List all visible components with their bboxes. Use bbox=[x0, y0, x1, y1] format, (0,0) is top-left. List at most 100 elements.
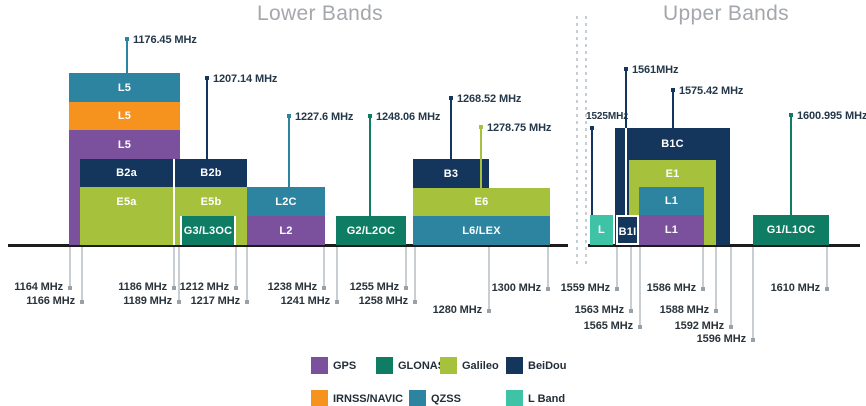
band-break-divider-line-2 bbox=[585, 16, 587, 264]
edge-freq-label: 1164 MHz bbox=[14, 281, 63, 293]
lower-bands-title: Lower Bands bbox=[257, 2, 383, 25]
freq-marker-label: 1561MHz bbox=[632, 64, 679, 76]
edge-tick-line bbox=[246, 247, 248, 301]
edge-tick-line bbox=[630, 247, 632, 310]
band-l1-qzss: L1 bbox=[639, 187, 704, 215]
band-label: E5a bbox=[116, 195, 137, 208]
edge-tick-dot bbox=[615, 286, 619, 291]
edge-freq-label: 1217 MHz bbox=[190, 295, 240, 307]
legend-swatch-gps bbox=[311, 357, 328, 374]
legend-swatch-lband bbox=[506, 390, 523, 406]
freq-marker-line bbox=[790, 114, 792, 215]
edge-tick-line bbox=[488, 247, 490, 310]
freq-marker-dot bbox=[478, 124, 483, 129]
freq-marker-line bbox=[288, 115, 290, 187]
freq-marker-line bbox=[206, 77, 208, 159]
edge-tick-line bbox=[336, 247, 338, 301]
band-l-band: L bbox=[590, 215, 613, 245]
upper-frequency-axis bbox=[588, 244, 860, 247]
edge-freq-label: 1596 MHz bbox=[696, 333, 746, 345]
freq-marker-dot bbox=[788, 112, 793, 117]
band-l6-lex: L6/LEX bbox=[413, 216, 550, 245]
band-label: E5b bbox=[200, 195, 222, 208]
freq-marker-label: 1268.52 MHz bbox=[457, 93, 522, 105]
band-l2c: L2C bbox=[247, 187, 325, 216]
edge-tick-line bbox=[639, 247, 641, 326]
edge-freq-label: 1563 MHz bbox=[574, 304, 624, 316]
band-label: E1 bbox=[665, 167, 680, 180]
edge-tick-line bbox=[69, 247, 71, 287]
edge-tick-line bbox=[81, 247, 83, 301]
freq-marker-dot bbox=[589, 125, 594, 130]
edge-tick-dot bbox=[701, 286, 705, 291]
upper-bands-title: Upper Bands bbox=[663, 2, 789, 25]
edge-tick-line bbox=[414, 247, 416, 301]
band-label: G1/L1OC bbox=[766, 224, 816, 236]
edge-tick-dot bbox=[638, 324, 642, 329]
band-label: B2b bbox=[200, 167, 222, 179]
legend-label-galileo: Galileo bbox=[462, 360, 499, 372]
band-g1-l1oc: G1/L1OC bbox=[753, 215, 829, 245]
band-b2b: B2b bbox=[173, 159, 247, 187]
freq-marker-dot bbox=[286, 113, 291, 118]
edge-tick-line bbox=[702, 247, 704, 288]
freq-marker-dot bbox=[204, 75, 209, 80]
edge-freq-label: 1592 MHz bbox=[674, 320, 724, 332]
freq-marker-label: 1227.6 MHz bbox=[295, 111, 354, 123]
edge-tick-dot bbox=[546, 286, 550, 291]
band-label: L2C bbox=[275, 195, 297, 208]
edge-freq-label: 1238 MHz bbox=[267, 281, 317, 293]
legend-label-qzss: QZSS bbox=[431, 393, 461, 405]
edge-tick-dot bbox=[80, 299, 84, 304]
band-label: L1 bbox=[664, 224, 679, 236]
edge-tick-line bbox=[235, 247, 237, 287]
edge-freq-label: 1189 MHz bbox=[123, 295, 172, 307]
edge-freq-label: 1586 MHz bbox=[646, 282, 696, 294]
legend-swatch-qzss bbox=[409, 390, 426, 406]
band-b3: B3 bbox=[413, 159, 489, 188]
edge-tick-dot bbox=[234, 285, 238, 290]
edge-tick-dot bbox=[404, 285, 408, 290]
edge-tick-dot bbox=[172, 285, 176, 290]
legend-swatch-beidou bbox=[506, 357, 523, 374]
band-l5-qzss: L5 bbox=[69, 73, 180, 102]
freq-marker-dot bbox=[448, 95, 453, 100]
legend-swatch-irnss bbox=[311, 390, 328, 406]
legend-label-beidou: BeiDou bbox=[528, 360, 567, 372]
freq-marker-label: 1207.14 MHz bbox=[213, 73, 278, 85]
edge-freq-label: 1280 MHz bbox=[432, 304, 482, 316]
band-l1-gps: L1 bbox=[639, 215, 704, 245]
band-label: L5 bbox=[117, 138, 132, 151]
edge-tick-dot bbox=[413, 299, 417, 304]
band-label: B1I bbox=[618, 226, 637, 238]
edge-freq-label: 1300 MHz bbox=[491, 282, 541, 294]
edge-tick-line bbox=[323, 247, 325, 287]
edge-freq-label: 1166 MHz bbox=[26, 295, 75, 307]
band-label: L bbox=[598, 224, 605, 236]
legend-label-glonass: GLONASS bbox=[398, 360, 453, 372]
edge-tick-line bbox=[752, 247, 754, 339]
edge-freq-label: 1610 MHz bbox=[770, 282, 820, 294]
legend-swatch-glonass bbox=[376, 357, 393, 374]
freq-marker-line bbox=[369, 115, 371, 216]
edge-tick-dot bbox=[751, 337, 755, 342]
edge-tick-dot bbox=[629, 308, 633, 313]
edge-tick-line bbox=[547, 247, 549, 288]
edge-tick-line bbox=[405, 247, 407, 287]
lower-frequency-axis bbox=[8, 244, 568, 247]
legend-label-gps: GPS bbox=[333, 360, 357, 372]
band-g2-l2oc: G2/L2OC bbox=[336, 216, 406, 245]
edge-tick-line bbox=[730, 247, 732, 326]
edge-tick-line bbox=[616, 247, 618, 288]
band-label: G3/L3OC bbox=[183, 224, 233, 237]
edge-tick-line bbox=[173, 247, 175, 287]
freq-marker-label: 1176.45 MHz bbox=[133, 34, 197, 46]
band-label: G2/L2OC bbox=[346, 224, 396, 237]
band-g3-l3oc: G3/L3OC bbox=[180, 216, 236, 245]
band-label: E6 bbox=[474, 196, 489, 208]
edge-tick-line bbox=[178, 247, 180, 301]
band-label: B3 bbox=[443, 167, 459, 180]
edge-freq-label: 1212 MHz bbox=[179, 281, 229, 293]
freq-marker-dot bbox=[367, 113, 372, 118]
